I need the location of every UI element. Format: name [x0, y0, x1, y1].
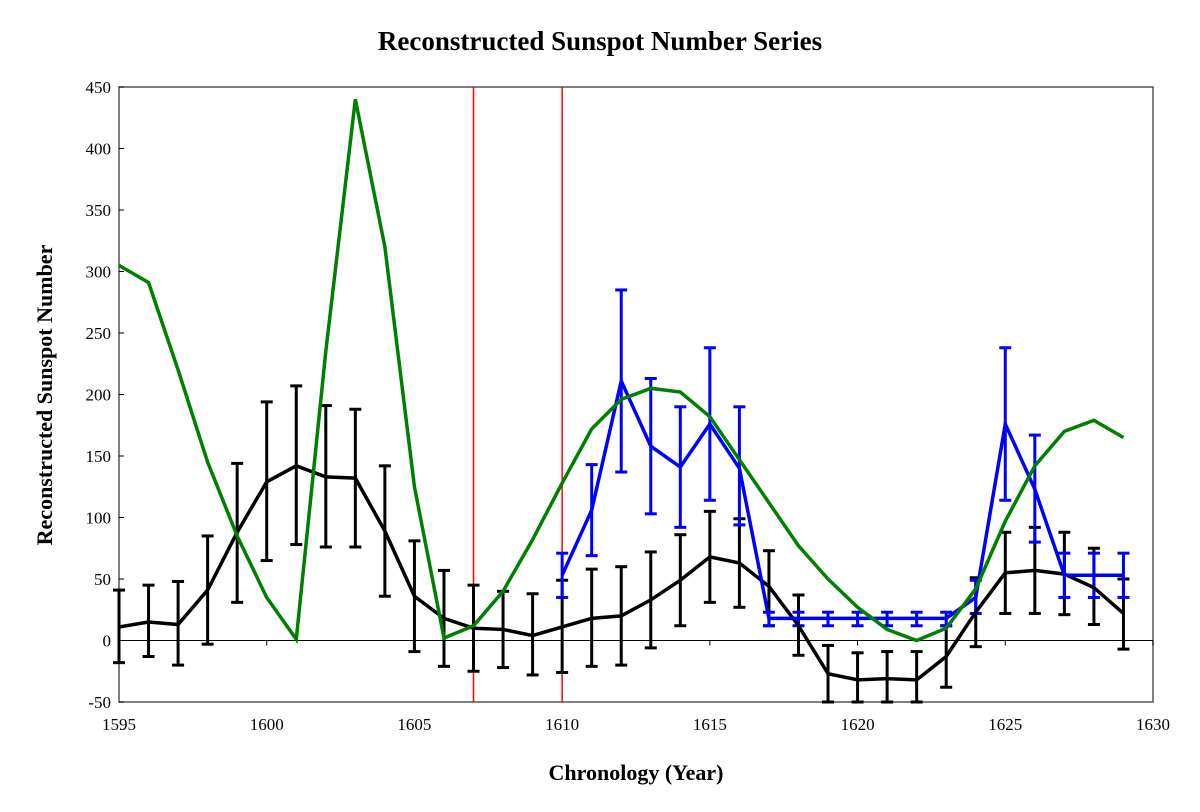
- x-tick-label: 1615: [693, 715, 727, 734]
- y-tick-label: 250: [86, 324, 112, 343]
- plot-area: -50 0 50 100 150 200 250 300 350 400 450 1595 1600 16…: [86, 78, 1171, 734]
- y-tick-label: 300: [86, 263, 112, 282]
- y-tick-label: 400: [86, 140, 112, 159]
- x-tick-label: 1605: [397, 715, 431, 734]
- x-tick-label: 1625: [988, 715, 1022, 734]
- x-tick-label: 1600: [250, 715, 284, 734]
- series-line: [560, 375, 1124, 621]
- y-tick-label: 150: [86, 447, 112, 466]
- y-tick-label: 450: [86, 78, 112, 97]
- chart-title: Reconstructed Sunspot Number Series: [378, 26, 822, 56]
- y-tick-label: -50: [88, 693, 111, 712]
- x-tick-label: 1620: [841, 715, 875, 734]
- y-tick-label: 100: [86, 509, 112, 528]
- y-tick-label: 350: [86, 201, 112, 220]
- y-tick-label: 200: [86, 386, 112, 405]
- x-tick-label: 1595: [102, 715, 136, 734]
- y-axis-label: Reconstructed Sunspot Number: [32, 244, 57, 545]
- y-tick-label: 0: [103, 632, 112, 651]
- x-tick-label: 1630: [1136, 715, 1170, 734]
- x-tick-label: 1610: [545, 715, 579, 734]
- x-axis-label: Chronology (Year): [549, 760, 724, 785]
- y-tick-label: 50: [94, 570, 111, 589]
